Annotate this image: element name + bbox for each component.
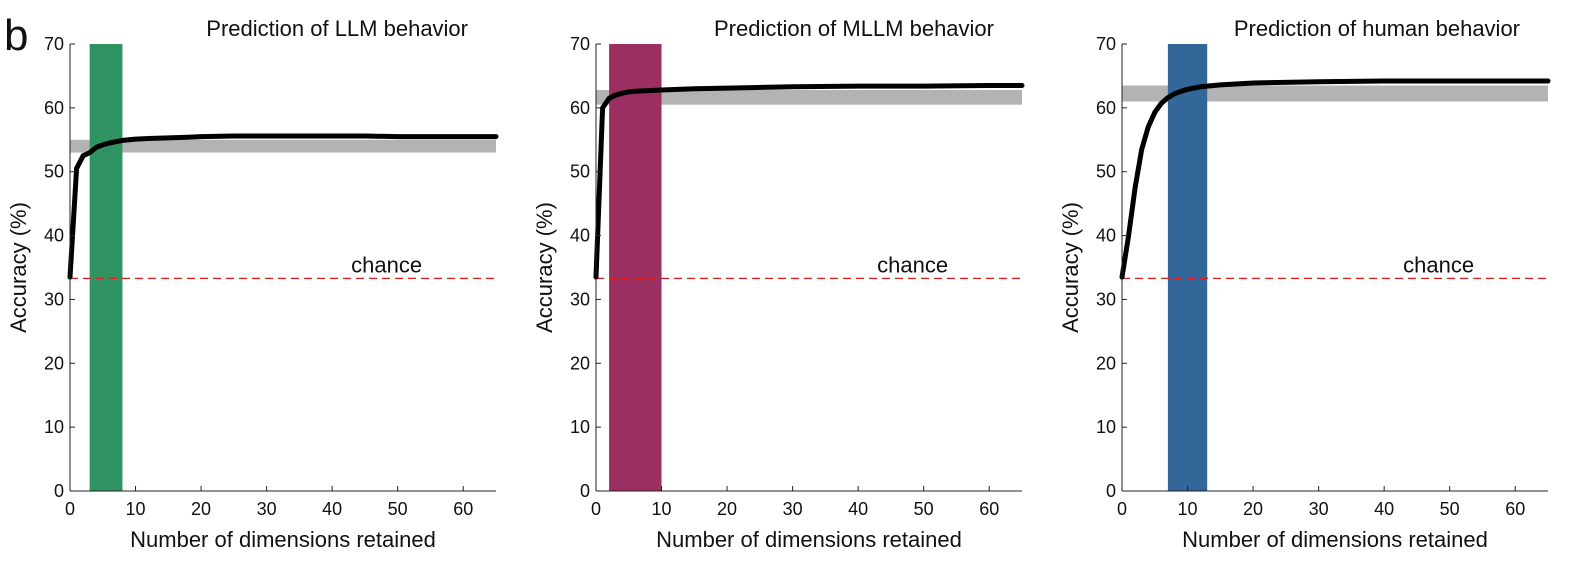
x-tick-label: 20: [717, 499, 737, 519]
y-tick-label: 0: [1106, 481, 1116, 501]
x-tick-label: 10: [1178, 499, 1198, 519]
y-tick-label: 40: [44, 226, 64, 246]
y-tick-label: 30: [570, 289, 590, 309]
y-axis-label: Accuracy (%): [1058, 202, 1083, 333]
y-tick-label: 70: [1096, 34, 1116, 54]
x-tick-label: 20: [191, 499, 211, 519]
y-tick-label: 50: [44, 162, 64, 182]
y-tick-label: 60: [1096, 98, 1116, 118]
y-tick-label: 10: [44, 417, 64, 437]
chart-title: Prediction of MLLM behavior: [714, 16, 994, 41]
accuracy-line: [593, 83, 1025, 280]
x-tick-label: 30: [1309, 499, 1329, 519]
chance-label: chance: [877, 252, 948, 277]
reference-band: [70, 139, 496, 153]
x-tick-label: 0: [65, 499, 75, 519]
x-axis-label: Number of dimensions retained: [130, 527, 436, 552]
y-tick-label: 60: [570, 98, 590, 118]
x-tick-label: 0: [591, 499, 601, 519]
x-tick-label: 60: [979, 499, 999, 519]
highlight-band: [1167, 44, 1208, 491]
y-axis-label: Accuracy (%): [532, 202, 557, 333]
x-tick-label: 30: [783, 499, 803, 519]
chance-label: chance: [351, 252, 422, 277]
chart-panel-1: chance 0 10 20 30 40 50 60 70 0 10 20 30 40 50 60 Predic…: [6, 16, 499, 552]
y-tick-label: 40: [570, 226, 590, 246]
accuracy-line: [1119, 78, 1551, 280]
y-tick-label: 70: [570, 34, 590, 54]
highlight-band: [609, 44, 662, 491]
y-tick-label: 10: [570, 417, 590, 437]
x-tick-label: 10: [126, 499, 146, 519]
y-tick-label: 40: [1096, 226, 1116, 246]
y-axis-label: Accuracy (%): [6, 202, 31, 333]
chart-title: Prediction of human behavior: [1234, 16, 1520, 41]
y-tick-label: 20: [570, 353, 590, 373]
x-tick-label: 50: [914, 499, 934, 519]
x-tick-label: 20: [1243, 499, 1263, 519]
y-tick-label: 10: [1096, 417, 1116, 437]
x-tick-label: 30: [257, 499, 277, 519]
x-tick-label: 10: [652, 499, 672, 519]
y-tick-label: 60: [44, 98, 64, 118]
reference-band: [596, 89, 1022, 105]
x-tick-label: 0: [1117, 499, 1127, 519]
x-tick-label: 50: [1440, 499, 1460, 519]
x-tick-label: 40: [1374, 499, 1394, 519]
y-tick-label: 0: [580, 481, 590, 501]
x-axis-label: Number of dimensions retained: [656, 527, 962, 552]
accuracy-line: [67, 133, 499, 280]
y-tick-label: 0: [54, 481, 64, 501]
y-tick-label: 30: [1096, 289, 1116, 309]
y-tick-label: 20: [1096, 353, 1116, 373]
x-tick-label: 40: [848, 499, 868, 519]
chart-title: Prediction of LLM behavior: [206, 16, 468, 41]
chart-panel-3: chance 0 10 20 30 40 50 60 70 0 10 20 30 40 50 60 Predic…: [1058, 16, 1551, 552]
y-tick-label: 50: [1096, 162, 1116, 182]
y-tick-label: 50: [570, 162, 590, 182]
x-tick-label: 50: [388, 499, 408, 519]
x-axis-label: Number of dimensions retained: [1182, 527, 1488, 552]
y-tick-label: 70: [44, 34, 64, 54]
y-tick-label: 20: [44, 353, 64, 373]
x-tick-label: 40: [322, 499, 342, 519]
reference-band: [1122, 85, 1548, 102]
chart-panel-2: chance 0 10 20 30 40 50 60 70 0 10 20 30 40 50 60 Predic…: [532, 16, 1025, 552]
highlight-band: [89, 44, 123, 491]
x-tick-label: 60: [453, 499, 473, 519]
chance-label: chance: [1403, 252, 1474, 277]
y-tick-label: 30: [44, 289, 64, 309]
panel-letter: b: [4, 11, 28, 60]
x-tick-label: 60: [1505, 499, 1525, 519]
